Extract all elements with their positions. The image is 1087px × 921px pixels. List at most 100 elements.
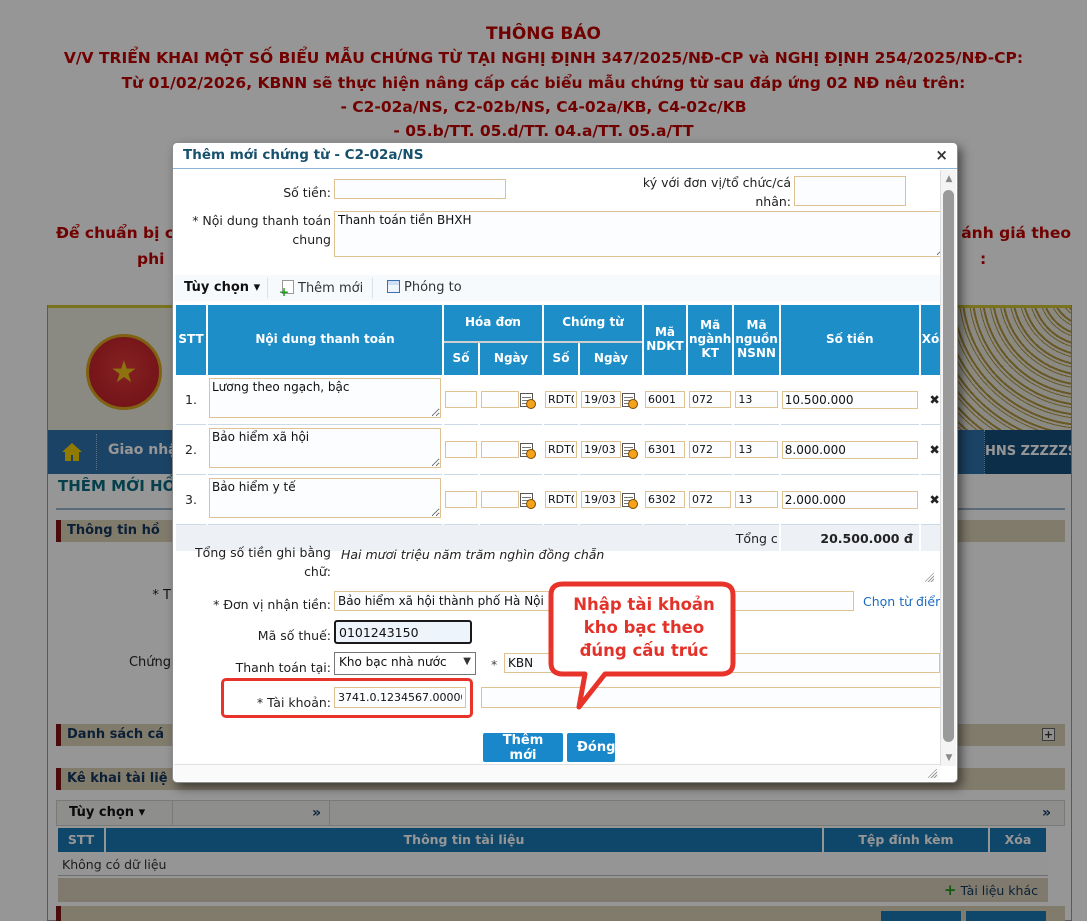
add-other-document-link[interactable]: Tài liệu khác [960, 883, 1038, 898]
options-menu-button[interactable]: Tùy chọn ▾ [69, 805, 146, 820]
amount-input[interactable] [334, 179, 506, 199]
col-stt: STT [176, 305, 206, 375]
table-row: 3. Bảo hiểm y tế ✖ [176, 475, 949, 525]
voucher-no-input[interactable] [545, 441, 577, 458]
collapse-chevron-icon[interactable]: » [312, 805, 322, 821]
content-textarea[interactable]: Thanh toán tiền BHXH [334, 211, 946, 257]
nganh-input[interactable] [689, 391, 732, 408]
select-arrow-icon: ▼ [463, 656, 471, 667]
table-row: 2. Bảo hiểm xã hội ✖ [176, 425, 949, 475]
voucher-date-input[interactable] [581, 391, 621, 408]
bottom-button-stub[interactable] [966, 911, 1046, 921]
required-asterisk: * [491, 657, 498, 672]
add-row-button[interactable]: Thêm mới [279, 280, 363, 299]
nguon-input[interactable] [735, 391, 778, 408]
calendar-icon[interactable] [520, 492, 536, 509]
col-invoice-date: Ngày [480, 343, 542, 375]
nganh-input[interactable] [689, 491, 732, 508]
voucher-date-input[interactable] [581, 441, 621, 458]
tax-code-label: Mã số thuế: [257, 628, 331, 643]
notice-title: THÔNG BÁO [486, 24, 601, 44]
drum-pattern-decoration [956, 308, 1071, 430]
scroll-up-icon[interactable]: ▲ [945, 174, 953, 184]
amount-input[interactable] [781, 490, 918, 509]
amount-input[interactable] [781, 390, 918, 409]
toolbar-divider [372, 278, 373, 298]
documents-toolbar: Tùy chọn ▾ » » [56, 800, 1065, 826]
invoice-no-input[interactable] [445, 441, 477, 458]
total-value: 20.500.000 đ [780, 525, 919, 551]
voucher-no-input[interactable] [545, 491, 577, 508]
pay-at-select[interactable]: Kho bạc nhà nước ▼ [334, 652, 476, 675]
ndkt-input[interactable] [645, 391, 685, 408]
calendar-icon[interactable] [520, 392, 536, 409]
ndkt-input[interactable] [645, 441, 685, 458]
account-input[interactable] [334, 687, 466, 708]
expand-plus-icon[interactable]: + [1042, 728, 1055, 741]
invoice-date-input[interactable] [481, 391, 519, 408]
notice-line-1: V/V TRIỂN KHAI MỘT SỐ BIỂU MẪU CHỨNG TỪ … [63, 49, 1024, 67]
zoom-button[interactable]: Phóng to [387, 280, 462, 295]
modal-scrollbar[interactable]: ▲ ▼ [940, 170, 956, 766]
scroll-down-icon[interactable]: ▼ [945, 753, 953, 763]
col-nguon: Mã nguồn NSNN [734, 305, 779, 375]
col-nganh: Mã ngành KT [688, 305, 733, 375]
nav-item-hns-badge[interactable]: HNS ZZZZZ94 [984, 430, 1071, 474]
close-button[interactable]: Đóng [567, 733, 615, 762]
col-invoice-group: Hóa đơn [444, 305, 542, 344]
calendar-icon[interactable] [622, 442, 638, 459]
invoice-date-input[interactable] [481, 491, 519, 508]
treasury-input[interactable] [504, 653, 940, 673]
receiver-input[interactable] [334, 591, 854, 611]
add-new-button[interactable]: Thêm mới [483, 733, 563, 763]
ndkt-input[interactable] [645, 491, 685, 508]
tax-code-input[interactable] [334, 620, 472, 644]
col-voucher-date: Ngày [580, 343, 642, 375]
toolbar-divider [267, 278, 268, 298]
col-voucher-group: Chứng từ [544, 305, 642, 344]
amount-input[interactable] [781, 440, 918, 459]
delete-row-icon[interactable]: ✖ [920, 475, 949, 525]
voucher-date-input[interactable] [581, 491, 621, 508]
modal-title: Thêm mới chứng từ - C2-02a/NS [183, 147, 424, 163]
documents-table-footer: + Tài liệu khác [58, 878, 1048, 902]
close-icon[interactable]: × [935, 146, 948, 164]
modal-toolbar: Tùy chọn ▾ Thêm mới Phóng to [174, 275, 940, 301]
home-icon[interactable] [60, 440, 84, 464]
dropdown-icon: ▾ [138, 805, 146, 820]
options-menu-button[interactable]: Tùy chọn ▾ [184, 280, 261, 295]
nganh-input[interactable] [689, 441, 732, 458]
invoice-no-input[interactable] [445, 491, 477, 508]
sign-with-input[interactable] [794, 176, 906, 206]
payment-lines-table: STT Nội dung thanh toán Hóa đơn Chứng từ… [174, 305, 950, 551]
maximize-icon [387, 280, 400, 293]
collapse-chevron-icon[interactable]: » [1042, 805, 1052, 821]
modal-resize-grip[interactable] [928, 769, 937, 778]
star-icon: ★ [110, 355, 138, 390]
invoice-no-input[interactable] [445, 391, 477, 408]
row-stt: 1. [176, 375, 206, 425]
bottom-button-stub[interactable] [881, 911, 961, 921]
nguon-input[interactable] [735, 441, 778, 458]
page-title-fragment: THÊM MỚI HỒ [58, 477, 176, 495]
scrollbar-thumb[interactable] [943, 190, 954, 742]
row-content-textarea[interactable]: Bảo hiểm y tế [209, 478, 441, 518]
calendar-icon[interactable] [622, 492, 638, 509]
col-voucher-no: Số [544, 343, 578, 375]
calendar-icon[interactable] [622, 392, 638, 409]
account-name-input[interactable] [481, 687, 941, 708]
nav-item-giao-nhan[interactable]: Giao nhận [108, 442, 188, 458]
nguon-input[interactable] [735, 491, 778, 508]
invoice-date-input[interactable] [481, 441, 519, 458]
resize-grip[interactable] [925, 573, 934, 582]
delete-row-icon[interactable]: ✖ [920, 375, 949, 425]
row-content-textarea[interactable]: Bảo hiểm xã hội [209, 428, 441, 468]
voucher-no-input[interactable] [545, 391, 577, 408]
dictionary-link[interactable]: Chọn từ điển [863, 594, 944, 609]
section-header-bottom [56, 906, 1065, 921]
calendar-icon[interactable] [520, 442, 536, 459]
account-label: * Tài khoản: [256, 695, 331, 710]
notice-line-2: Từ 01/02/2026, KBNN sẽ thực hiện nâng cấ… [121, 74, 966, 92]
delete-row-icon[interactable]: ✖ [920, 425, 949, 475]
row-content-textarea[interactable]: Lương theo ngạch, bậc [209, 378, 441, 418]
